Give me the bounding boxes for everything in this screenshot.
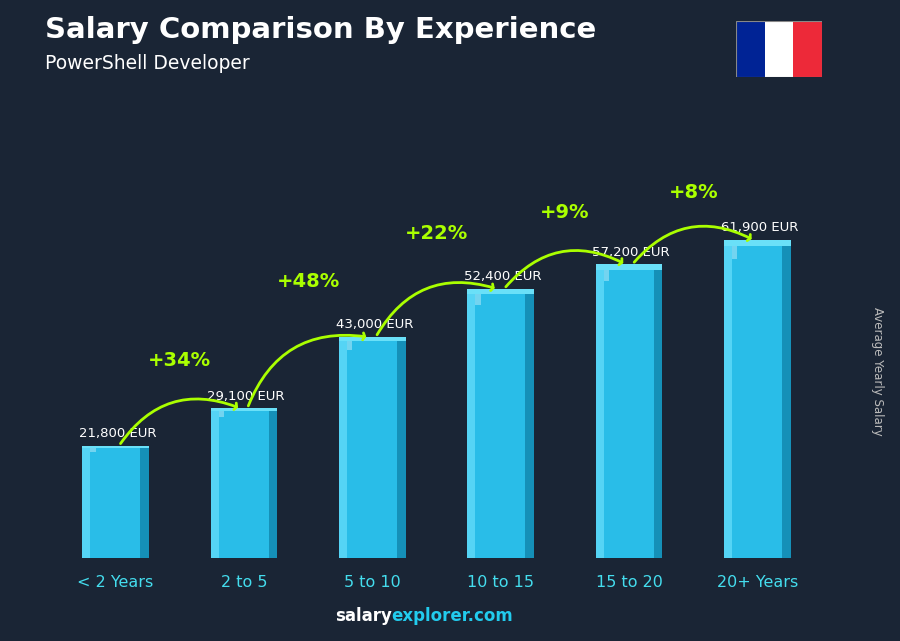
Bar — [211, 408, 277, 411]
Bar — [339, 337, 406, 341]
Bar — [724, 240, 791, 558]
Bar — [526, 289, 534, 558]
Text: +8%: +8% — [669, 183, 718, 202]
Text: +34%: +34% — [148, 351, 211, 370]
Text: 2 to 5: 2 to 5 — [220, 575, 267, 590]
Bar — [782, 240, 791, 558]
Text: 10 to 15: 10 to 15 — [467, 575, 535, 590]
Bar — [269, 408, 277, 558]
Text: 15 to 20: 15 to 20 — [596, 575, 662, 590]
Text: 57,200 EUR: 57,200 EUR — [592, 246, 670, 258]
Bar — [793, 21, 822, 77]
Bar — [82, 446, 90, 558]
Bar — [596, 264, 604, 558]
Text: Average Yearly Salary: Average Yearly Salary — [871, 308, 884, 436]
Bar — [724, 240, 791, 246]
Text: 21,800 EUR: 21,800 EUR — [79, 427, 157, 440]
Bar — [467, 289, 534, 558]
Text: 20+ Years: 20+ Years — [716, 575, 798, 590]
Text: salary: salary — [335, 607, 392, 625]
Text: +22%: +22% — [405, 224, 468, 243]
Text: 52,400 EUR: 52,400 EUR — [464, 271, 542, 283]
Bar — [82, 446, 149, 558]
Bar — [596, 264, 662, 558]
Bar — [211, 408, 277, 558]
Bar — [653, 264, 662, 558]
Bar — [219, 411, 224, 417]
Bar — [211, 408, 219, 558]
Text: PowerShell Developer: PowerShell Developer — [45, 54, 250, 74]
Text: explorer.com: explorer.com — [392, 607, 513, 625]
Bar — [339, 337, 347, 558]
Bar — [467, 289, 534, 294]
Bar — [82, 446, 149, 448]
Text: 29,100 EUR: 29,100 EUR — [207, 390, 284, 403]
Text: +9%: +9% — [540, 203, 590, 222]
Text: 61,900 EUR: 61,900 EUR — [721, 222, 798, 235]
Text: < 2 Years: < 2 Years — [77, 575, 154, 590]
Bar — [765, 21, 793, 77]
Bar — [732, 246, 737, 259]
Bar — [347, 341, 352, 350]
Bar — [90, 448, 95, 453]
Bar — [467, 289, 475, 558]
Text: 43,000 EUR: 43,000 EUR — [336, 319, 413, 331]
Text: Salary Comparison By Experience: Salary Comparison By Experience — [45, 16, 596, 44]
Bar — [140, 446, 149, 558]
Bar — [397, 337, 406, 558]
Bar — [596, 264, 662, 270]
Bar — [475, 294, 481, 304]
Bar — [736, 21, 765, 77]
Bar — [604, 270, 609, 281]
Bar — [724, 240, 732, 558]
Text: 5 to 10: 5 to 10 — [344, 575, 400, 590]
Text: +48%: +48% — [276, 272, 340, 291]
Bar — [339, 337, 406, 558]
